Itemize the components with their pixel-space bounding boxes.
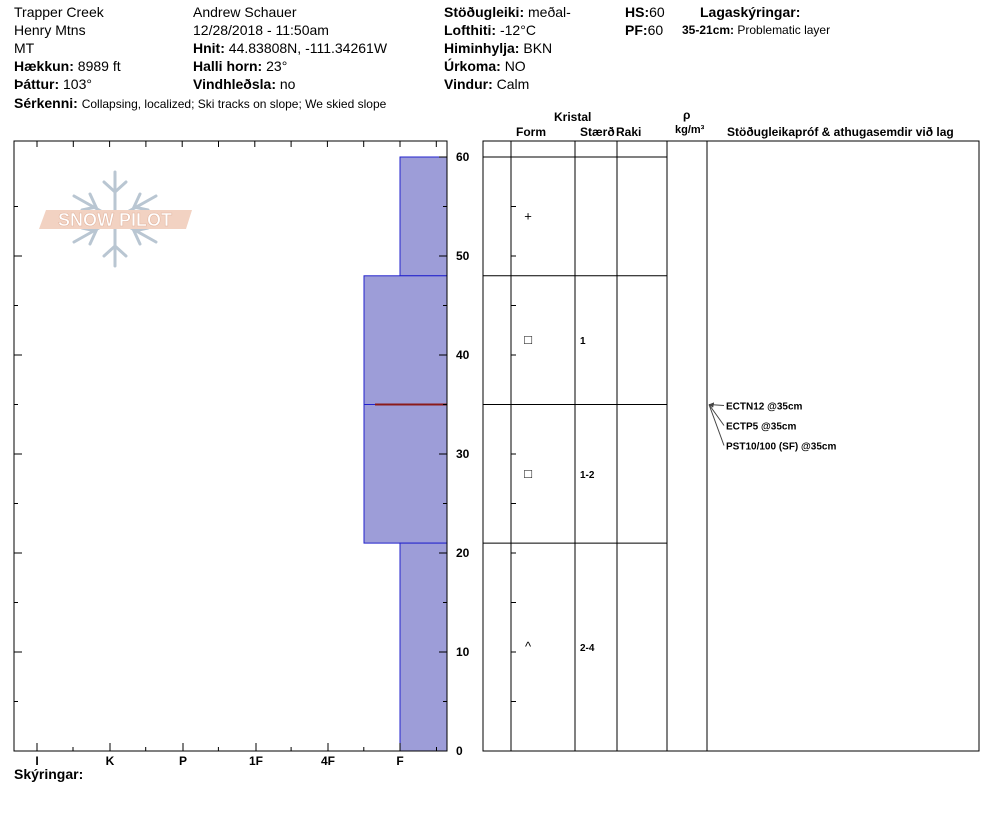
test-pointer-2	[708, 404, 725, 446]
observer-name: Andrew Schauer	[193, 4, 297, 20]
hardness-bar-1	[363, 275, 448, 405]
layer-note: 35-21cm: Problematic layer	[682, 24, 830, 36]
penetration-foot: PF:60	[625, 23, 663, 37]
hardness-bar-2	[363, 404, 448, 544]
features-label: Sérkenni:	[14, 95, 78, 111]
precip-label: Úrkoma:	[444, 58, 501, 74]
slope-label: Halli horn:	[193, 58, 263, 74]
crystal-header: Kristal	[554, 110, 592, 124]
air-temp-label: Lofthiti:	[444, 22, 497, 38]
form-header: Form	[516, 125, 546, 139]
snowpilot-logo: SNOW PILOT	[39, 170, 192, 268]
legend-label: Skýringar:	[14, 766, 84, 782]
sky-label: Himinhylja:	[444, 40, 520, 56]
logo-banner	[39, 210, 192, 229]
hardness-tick-label: I	[35, 754, 38, 768]
hardness-bar-0	[399, 156, 448, 277]
location-name: Trapper Creek	[14, 4, 104, 20]
test-arrow-2	[709, 402, 714, 408]
sky-cover: Himinhylja: BKN	[444, 41, 552, 55]
pf-value: 60	[647, 22, 664, 38]
observation-datetime: 12/28/2018 - 11:50am	[193, 22, 329, 38]
wind-loading: Vindhleðsla: no	[193, 77, 295, 91]
hardness-chart-frame	[13, 140, 448, 752]
layer-note-text: Problematic layer	[737, 23, 831, 37]
hardness-tick-label: F	[396, 754, 403, 768]
features-value: Collapsing, localized; Ski tracks on slo…	[81, 97, 387, 111]
layer-note-range: 35-21cm:	[682, 23, 735, 37]
state: MT	[14, 40, 35, 56]
elevation-value: 8989 ft	[77, 58, 121, 74]
hs-value: 60	[649, 4, 665, 20]
crystal-form-2: □	[524, 466, 532, 481]
air-temp-value: -12°C	[499, 22, 536, 38]
depth-tick-label: 30	[456, 447, 470, 461]
coordinates: Hnit: 44.83808N, -111.34261W	[193, 41, 387, 55]
size-header: Stærð	[580, 125, 615, 139]
depth-tick-label: 40	[456, 348, 470, 362]
wind-value: Calm	[496, 76, 530, 92]
air-temperature: Lofthiti: -12°C	[444, 23, 536, 37]
features: Sérkenni: Collapsing, localized; Ski tra…	[14, 96, 386, 110]
test-pointer-1	[708, 404, 725, 426]
aspect-value: 103°	[63, 76, 92, 92]
hardness-tick-label: P	[179, 754, 187, 768]
crystal-form-1: □	[524, 332, 532, 347]
aspect: Þáttur: 103°	[14, 77, 92, 91]
crystal-form-0: +	[524, 208, 532, 223]
wind-loading-label: Vindhleðsla:	[193, 76, 276, 92]
mountain-range: Henry Mtns	[14, 22, 86, 38]
hardness-tick-label: 4F	[321, 754, 335, 768]
slope-angle: Halli horn: 23°	[193, 59, 287, 73]
test-label-0: ECTN12 @35cm	[726, 402, 803, 413]
stability-value: meðal-	[528, 4, 571, 20]
depth-tick-label: 20	[456, 546, 470, 560]
moisture-header: Raki	[616, 125, 642, 139]
coords-value: 44.83808N, -111.34261W	[228, 40, 388, 56]
aspect-label: Þáttur:	[14, 76, 60, 92]
test-label-2: PST10/100 (SF) @35cm	[726, 442, 836, 453]
tests-column-frame	[706, 140, 980, 752]
elevation-label: Hækkun:	[14, 58, 74, 74]
hardness-tick-label: K	[106, 754, 115, 768]
layer-table: + □ 1 □ 1-2 ^ 2-4	[482, 140, 980, 752]
crystal-size-3: 2-4	[580, 643, 595, 654]
layer-notes-label: Lagaskýringar:	[700, 4, 801, 20]
tests-header: Stöðugleikapróf & athugasemdir við lag	[727, 125, 954, 139]
crystal-size-2: 1-2	[580, 470, 595, 481]
logo-text: SNOW PILOT	[58, 210, 172, 230]
stability-tests: ECTN12 @35cm ECTP5 @35cm PST10/100 (SF) @3…	[708, 402, 836, 453]
depth-tick-label: 60	[456, 150, 470, 164]
elevation: Hækkun: 8989 ft	[14, 59, 121, 73]
coords-label: Hnit:	[193, 40, 225, 56]
hardness-tick-label: 1F	[249, 754, 263, 768]
hardness-bars	[363, 156, 448, 752]
density-unit-header: kg/m³	[675, 124, 705, 136]
snow-height: HS:60	[625, 5, 665, 19]
precipitation: Úrkoma: NO	[444, 59, 526, 73]
stability-label: Stöðugleiki:	[444, 4, 525, 20]
stability: Stöðugleiki: meðal-	[444, 5, 571, 19]
crystal-form-3: ^	[525, 639, 532, 654]
hardness-bar-3	[399, 542, 448, 752]
sky-value: BKN	[523, 40, 553, 56]
depth-tick-label: 10	[456, 645, 470, 659]
depth-tick-label: 0	[456, 744, 463, 758]
hs-label: HS:	[625, 4, 650, 20]
crystal-table-frame	[482, 140, 708, 752]
crystal-size-1: 1	[580, 336, 586, 347]
slope-value: 23°	[266, 58, 288, 74]
wind: Vindur: Calm	[444, 77, 529, 91]
wind-loading-value: no	[279, 76, 296, 92]
precip-value: NO	[504, 58, 526, 74]
depth-tick-label: 50	[456, 249, 470, 263]
test-label-1: ECTP5 @35cm	[726, 422, 796, 433]
rho-header: ρ	[683, 108, 691, 122]
wind-label: Vindur:	[444, 76, 493, 92]
pf-label: PF:	[625, 22, 648, 38]
hardness-axis: I K P 1F 4F F 0 10 20 30 40 50 60	[14, 141, 470, 768]
